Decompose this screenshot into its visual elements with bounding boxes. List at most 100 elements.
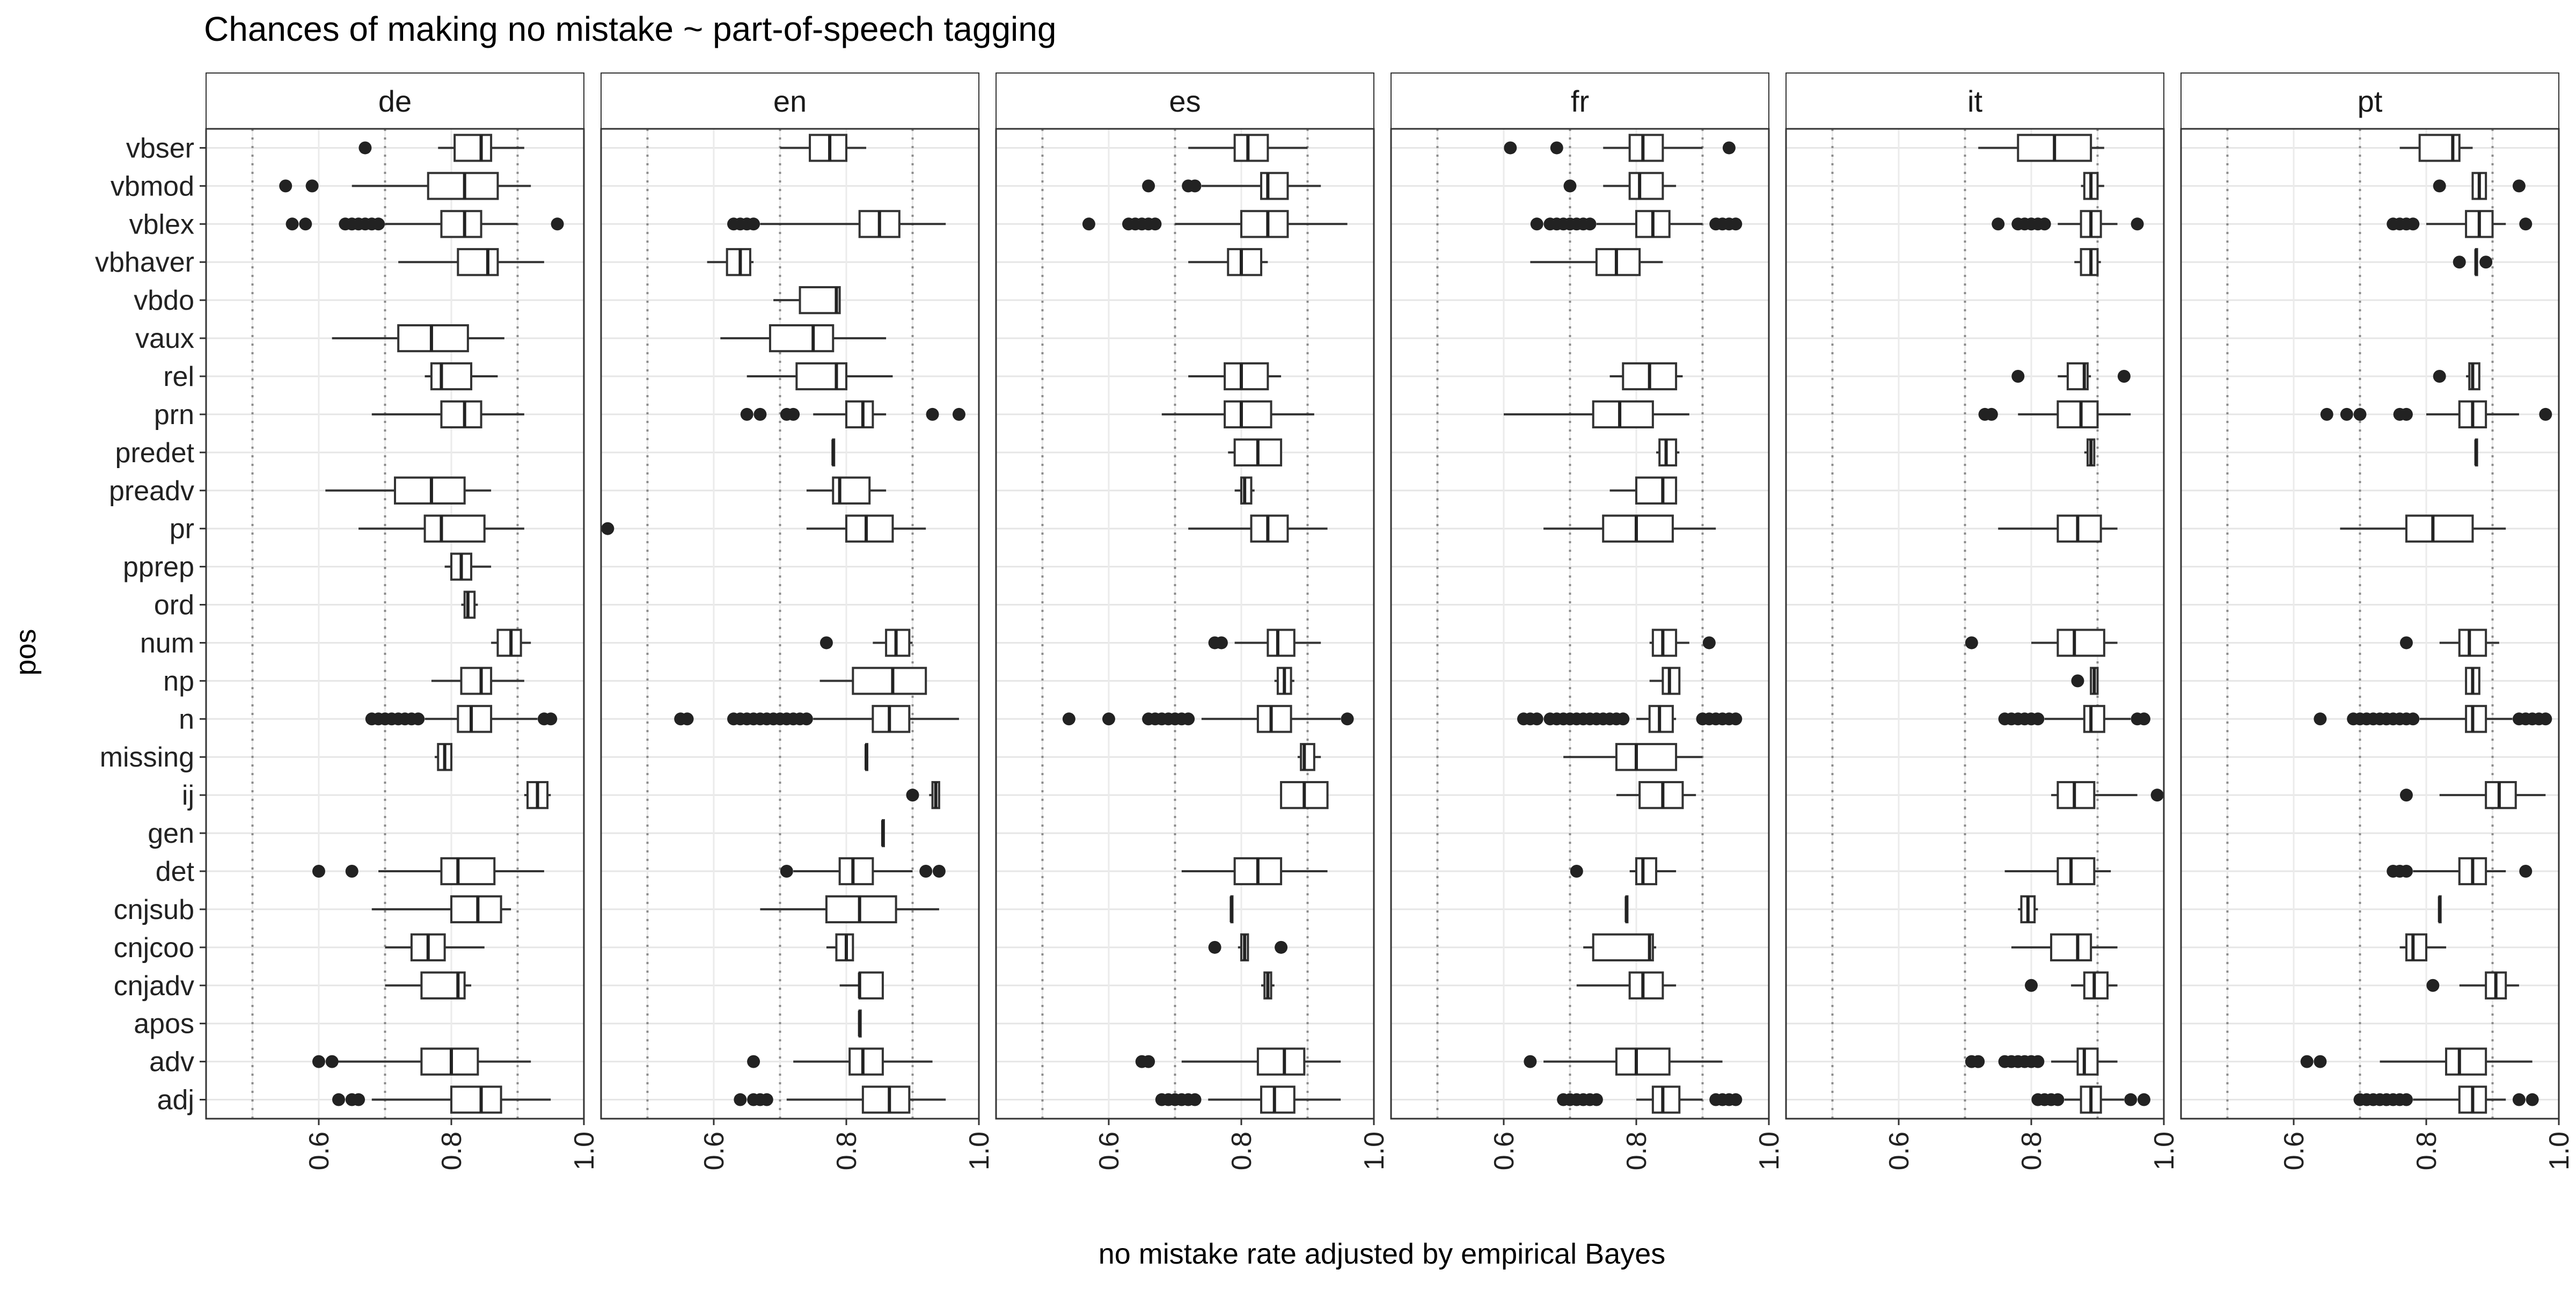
boxplot-vbser: [2399, 134, 2473, 162]
outlier-point: [1563, 179, 1577, 193]
boxplot-adv: [2300, 1047, 2533, 1076]
box-iqr: [861, 1085, 911, 1114]
outlier-point: [345, 865, 358, 878]
box-iqr: [1240, 210, 1289, 238]
boxplot-vbmod: [1563, 172, 1677, 200]
x-tick-label: 0.8: [436, 1132, 467, 1170]
facet-panel-pt: pt 0.6 0.8 1.0: [2180, 72, 2575, 1170]
box-iqr: [838, 857, 874, 886]
x-tick-label: 1.0: [2149, 1132, 2180, 1170]
boxplot-missing: [1297, 743, 1321, 771]
boxplot-ij: [2399, 781, 2546, 809]
outlier-point: [1504, 141, 1517, 155]
boxplot-det: [1570, 857, 1677, 886]
boxplot-adv: [312, 1047, 531, 1076]
boxplot-cnjsub: [2018, 895, 2038, 924]
box-iqr: [2057, 857, 2096, 886]
x-tick-label: 1.0: [1359, 1132, 1390, 1170]
outlier-point: [1275, 940, 1288, 954]
outlier-point: [1570, 865, 1583, 878]
outlier-point: [740, 407, 753, 421]
boxplot-adv: [747, 1047, 933, 1076]
box-iqr: [848, 1047, 884, 1076]
box-iqr: [1651, 1085, 1681, 1114]
box-iqr: [769, 324, 835, 353]
outlier-point: [312, 1055, 325, 1068]
box-iqr: [394, 476, 466, 505]
outlier-point: [747, 1055, 760, 1068]
boxplot-det: [2004, 857, 2111, 886]
box-iqr: [809, 134, 847, 162]
boxplot-vbhaver: [1188, 248, 1268, 276]
boxplot-vblex: [1992, 210, 2144, 238]
boxplot-predet: [2084, 438, 2096, 466]
boxplot-pr: [1998, 514, 2118, 543]
box-iqr: [1233, 134, 1269, 162]
facet-strip: [206, 72, 584, 129]
facet-strip: [601, 72, 979, 129]
y-tick-label: det: [156, 856, 195, 887]
box-iqr: [2458, 629, 2487, 657]
boxplot-cnjcoo: [385, 933, 485, 961]
y-tick-label: vblex: [129, 209, 194, 240]
outlier-point: [2314, 1055, 2327, 1068]
outlier-point: [753, 407, 767, 421]
panel-border: [995, 128, 1375, 1120]
facet-panel-it: it 0.6 0.8 1.0: [1785, 72, 2180, 1170]
boxplot-gen: [881, 819, 885, 848]
facet-strip-label: de: [378, 84, 412, 118]
boxplot-cnjsub: [2438, 895, 2442, 924]
outlier-point: [1729, 1093, 1743, 1106]
outlier-point: [2031, 712, 2045, 726]
boxplot-cnjadv: [1576, 971, 1677, 1000]
boxplot-rel: [747, 362, 893, 391]
outlier-point: [734, 1093, 747, 1106]
outlier-point: [279, 179, 292, 193]
box-iqr: [1224, 362, 1269, 391]
facet-strip: [1785, 72, 2164, 129]
outlier-point: [2426, 979, 2440, 992]
boxplot-vbser: [1978, 134, 2104, 162]
box-iqr: [1602, 514, 1674, 543]
panel-background: [1786, 129, 2164, 1119]
boxplot-vbhaver: [2453, 248, 2493, 276]
box-iqr: [1615, 743, 1678, 771]
y-tick-label: gen: [148, 818, 194, 849]
y-tick-label: rel: [163, 361, 194, 392]
box-iqr: [852, 667, 927, 695]
box-iqr: [2057, 514, 2102, 543]
boxplot-pr: [1188, 514, 1328, 543]
outlier-point: [1590, 1093, 1603, 1106]
box-iqr: [726, 248, 751, 276]
facet-strip-label: fr: [1571, 84, 1589, 118]
outlier-point: [544, 712, 558, 726]
box-iqr: [885, 629, 911, 657]
box-iqr: [1628, 134, 1664, 162]
box-iqr: [457, 248, 499, 276]
y-tick-label: cnjadv: [114, 971, 194, 1002]
boxplot-vblex: [727, 210, 946, 238]
boxplot-adj: [1155, 1085, 1341, 1114]
outlier-point: [1530, 712, 1543, 726]
box-iqr: [1648, 705, 1674, 733]
box-iqr: [440, 400, 482, 429]
boxplot-vbser: [1188, 134, 1308, 162]
boxplot-vblex: [286, 210, 564, 238]
boxplot-prn: [1978, 400, 2131, 429]
panel-border: [1390, 128, 1770, 1120]
x-axis-title: no mistake rate adjusted by empirical Ba…: [1099, 1238, 1666, 1270]
y-tick-label: adj: [157, 1085, 194, 1116]
panel-border: [1785, 128, 2165, 1120]
outlier-point: [2519, 865, 2533, 878]
boxplot-preadv: [1609, 476, 1678, 505]
outlier-point: [2137, 712, 2150, 726]
boxplot-ij: [1616, 781, 1696, 809]
boxplot-vblex: [1082, 210, 1348, 238]
outlier-point: [1214, 636, 1228, 650]
x-tick-label: 1.0: [569, 1132, 600, 1170]
outlier-point: [412, 712, 425, 726]
box-iqr: [2057, 629, 2105, 657]
outlier-point: [1972, 1055, 1985, 1068]
outlier-point: [1965, 636, 1978, 650]
boxplot-predet: [1228, 438, 1283, 466]
